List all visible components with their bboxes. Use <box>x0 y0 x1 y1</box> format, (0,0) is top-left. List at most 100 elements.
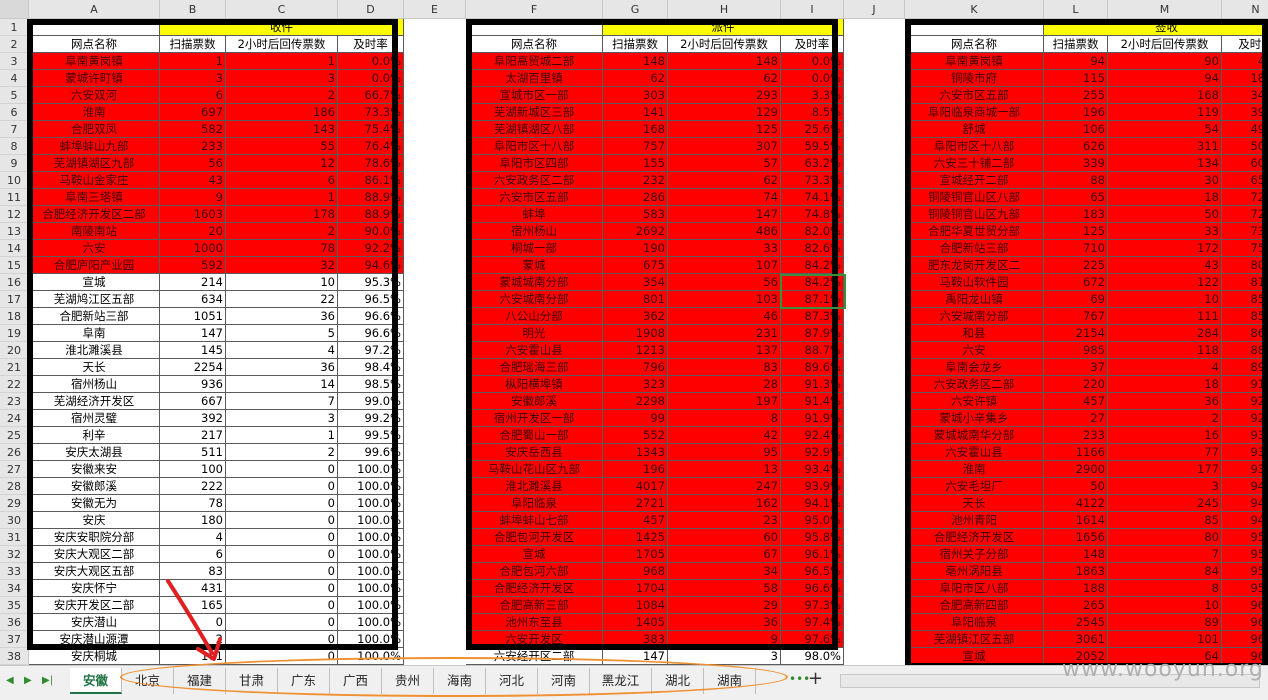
number-cell[interactable]: 8.5% <box>781 104 844 121</box>
station-name-cell[interactable]: 淮北濉溪县 <box>29 342 160 359</box>
number-cell[interactable]: 0 <box>226 512 338 529</box>
number-cell[interactable]: 247 <box>668 478 781 495</box>
number-cell[interactable]: 9 <box>668 631 781 648</box>
number-cell[interactable]: 129 <box>668 104 781 121</box>
number-cell[interactable]: 99.0% <box>338 393 404 410</box>
number-cell[interactable]: 0 <box>226 546 338 563</box>
number-cell[interactable]: 168 <box>603 121 668 138</box>
number-cell[interactable]: 3 <box>226 70 338 87</box>
number-cell[interactable]: 672 <box>1044 274 1108 291</box>
number-cell[interactable]: 177 <box>1108 461 1222 478</box>
number-cell[interactable]: 100.0% <box>338 563 404 580</box>
number-cell[interactable]: 78 <box>160 495 226 512</box>
row-header[interactable]: 30 <box>0 512 29 529</box>
station-name-cell[interactable]: 蒙城城南分部 <box>466 274 603 291</box>
station-name-cell[interactable]: 宿州杨山 <box>466 223 603 240</box>
number-cell[interactable]: 1863 <box>1044 563 1108 580</box>
number-cell[interactable]: 1603 <box>160 206 226 223</box>
number-cell[interactable]: 50 <box>1108 206 1222 223</box>
station-name-cell[interactable]: 合肥包河六部 <box>466 563 603 580</box>
station-name-cell[interactable]: 淮南 <box>29 104 160 121</box>
number-cell[interactable]: 91.9% <box>781 410 844 427</box>
number-cell[interactable]: 89.6% <box>781 359 844 376</box>
number-cell[interactable]: 1 <box>226 427 338 444</box>
number-cell[interactable]: 5 <box>226 325 338 342</box>
number-cell[interactable]: 2 <box>226 87 338 104</box>
row-header[interactable]: 27 <box>0 461 29 478</box>
number-cell[interactable]: 88.7% <box>781 342 844 359</box>
sheet-tab[interactable]: 北京 <box>122 668 174 694</box>
station-name-cell[interactable]: 合肥高新三部 <box>466 597 603 614</box>
number-cell[interactable]: 100.0% <box>338 478 404 495</box>
number-cell[interactable]: 29 <box>668 597 781 614</box>
number-cell[interactable]: 0 <box>226 631 338 648</box>
station-name-cell[interactable]: 铜陵铜官山区九部 <box>905 206 1044 223</box>
number-cell[interactable]: 1704 <box>603 580 668 597</box>
number-cell[interactable]: 43 <box>160 172 226 189</box>
number-cell[interactable]: 675 <box>603 257 668 274</box>
number-cell[interactable]: 65.9% <box>1222 172 1268 189</box>
header-cell[interactable]: 扫描票数 <box>1044 36 1108 53</box>
number-cell[interactable]: 583 <box>603 206 668 223</box>
number-cell[interactable]: 985 <box>1044 342 1108 359</box>
number-cell[interactable]: 88 <box>1044 172 1108 189</box>
number-cell[interactable]: 180 <box>160 512 226 529</box>
number-cell[interactable]: 286 <box>603 189 668 206</box>
row-header[interactable]: 3 <box>0 53 29 70</box>
number-cell[interactable]: 95.8% <box>781 529 844 546</box>
header-cell[interactable]: 2小时后回传票数 <box>668 36 781 53</box>
number-cell[interactable]: 233 <box>1044 427 1108 444</box>
number-cell[interactable]: 62 <box>668 172 781 189</box>
number-cell[interactable]: 94.1% <box>781 495 844 512</box>
number-cell[interactable]: 92.1% <box>1222 393 1268 410</box>
station-name-cell[interactable]: 安庆潜山 <box>29 614 160 631</box>
number-cell[interactable]: 143 <box>226 121 338 138</box>
number-cell[interactable]: 10 <box>226 274 338 291</box>
number-cell[interactable]: 2 <box>226 223 338 240</box>
number-cell[interactable]: 0 <box>226 529 338 546</box>
row-header[interactable]: 6 <box>0 104 29 121</box>
number-cell[interactable]: 103 <box>668 291 781 308</box>
number-cell[interactable]: 92.4% <box>781 427 844 444</box>
number-cell[interactable]: 431 <box>160 580 226 597</box>
column-header[interactable]: H <box>668 0 781 19</box>
number-cell[interactable]: 92.9% <box>781 444 844 461</box>
number-cell[interactable]: 284 <box>1108 325 1222 342</box>
number-cell[interactable]: 125 <box>668 121 781 138</box>
number-cell[interactable]: 92.6% <box>1222 410 1268 427</box>
number-cell[interactable]: 73.3% <box>781 172 844 189</box>
number-cell[interactable]: 3 <box>668 648 781 665</box>
station-name-cell[interactable]: 安庆怀宁 <box>29 580 160 597</box>
station-name-cell[interactable]: 合肥新站三部 <box>29 308 160 325</box>
number-cell[interactable]: 188 <box>1044 580 1108 597</box>
number-cell[interactable]: 95.3% <box>338 274 404 291</box>
number-cell[interactable]: 4017 <box>603 478 668 495</box>
number-cell[interactable]: 1405 <box>603 614 668 631</box>
row-header[interactable]: 33 <box>0 563 29 580</box>
station-name-cell[interactable]: 铜陵市府 <box>905 70 1044 87</box>
number-cell[interactable]: 1908 <box>603 325 668 342</box>
number-cell[interactable]: 3 <box>1108 478 1222 495</box>
row-header[interactable]: 8 <box>0 138 29 155</box>
number-cell[interactable]: 362 <box>603 308 668 325</box>
row-header[interactable]: 12 <box>0 206 29 223</box>
number-cell[interactable]: 96.7% <box>1222 631 1268 648</box>
number-cell[interactable]: 4 <box>226 342 338 359</box>
station-name-cell[interactable]: 安庆岳西县 <box>466 444 603 461</box>
station-name-cell[interactable]: 六安许镇 <box>905 393 1044 410</box>
number-cell[interactable]: 3 <box>226 410 338 427</box>
column-header[interactable]: E <box>404 0 466 19</box>
station-name-cell[interactable]: 宿州关子分部 <box>905 546 1044 563</box>
number-cell[interactable]: 125 <box>1044 223 1108 240</box>
number-cell[interactable]: 72.7% <box>1222 206 1268 223</box>
number-cell[interactable]: 89.2% <box>1222 359 1268 376</box>
number-cell[interactable]: 667 <box>160 393 226 410</box>
number-cell[interactable]: 46 <box>668 308 781 325</box>
station-name-cell[interactable]: 和县 <box>905 325 1044 342</box>
number-cell[interactable]: 74.8% <box>781 206 844 223</box>
number-cell[interactable]: 165 <box>160 597 226 614</box>
station-name-cell[interactable]: 蒙城 <box>466 257 603 274</box>
station-name-cell[interactable]: 六安霍山县 <box>905 444 1044 461</box>
number-cell[interactable]: 582 <box>160 121 226 138</box>
number-cell[interactable]: 172 <box>1108 240 1222 257</box>
